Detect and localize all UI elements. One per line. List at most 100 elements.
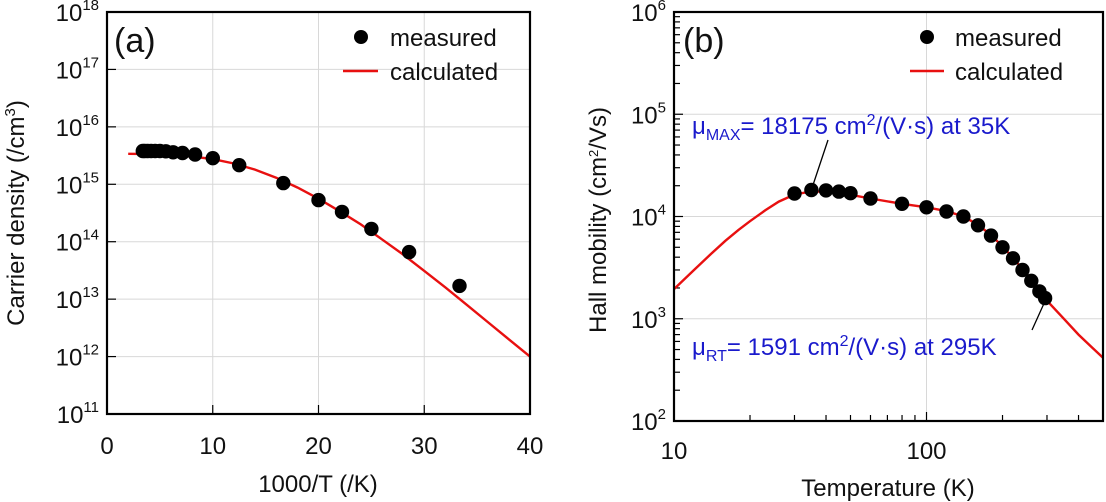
a-y-tick-base: 10 xyxy=(57,402,84,429)
b-annot-rt-value: = 1591 cm xyxy=(727,334,840,361)
a-y-tick-exponent: 15 xyxy=(82,169,99,186)
a-measured-point xyxy=(232,158,247,173)
a-measured-point xyxy=(334,204,350,220)
b-x-axis-title: Temperature (K) xyxy=(801,475,974,502)
a-tick-marks xyxy=(107,11,425,415)
b-annot-rt-subscript: RT xyxy=(706,348,727,365)
a-measured-point xyxy=(187,147,203,162)
b-measured-point xyxy=(818,183,834,198)
a-y-tick-label: 1018 xyxy=(56,0,99,27)
b-y-tick-exponent: 3 xyxy=(658,304,666,321)
b-measured-point xyxy=(804,182,819,198)
b-annotation-rt-leader xyxy=(1031,298,1047,331)
a-legend-marker xyxy=(354,30,368,44)
b-y-tick-exponent: 6 xyxy=(658,0,666,14)
a-y-tick-label: 1015 xyxy=(56,169,99,199)
a-x-tick-label: 30 xyxy=(411,433,438,460)
b-y-tick-label: 105 xyxy=(631,99,666,129)
a-y-tick-base: 10 xyxy=(56,57,83,84)
b-measured-point xyxy=(983,228,999,243)
a-legend-label-calculated: calculated xyxy=(390,59,498,86)
b-annot-max-subscript: MAX xyxy=(706,127,741,144)
b-x-tick-label: 100 xyxy=(906,438,946,465)
b-annotation-max-leader xyxy=(812,139,829,186)
b-y-axis-title: Hall mobility (cm2/Vs) xyxy=(585,107,612,333)
a-legend-label-measured: measured xyxy=(390,25,497,52)
a-y-axis-title: Carrier density (/cm3) xyxy=(2,100,30,326)
a-x-tick-label: 0 xyxy=(100,433,113,460)
b-y-tick-base: 10 xyxy=(631,409,658,436)
a-measured-point xyxy=(205,151,220,166)
a-y-tick-base: 10 xyxy=(56,345,83,372)
b-y-tick-label: 106 xyxy=(631,0,666,27)
b-y-tick-base: 10 xyxy=(631,102,658,129)
a-y-tick-exponent: 16 xyxy=(82,112,99,129)
b-annot-rt-sup: 2 xyxy=(840,333,849,350)
b-measured-point xyxy=(919,200,934,215)
b-measured-series xyxy=(787,182,1053,306)
a-y-title-base: Carrier density (/cm xyxy=(3,116,30,325)
a-y-tick-label: 1011 xyxy=(57,399,99,429)
a-y-tick-exponent: 18 xyxy=(82,0,99,14)
b-y-tick-label: 102 xyxy=(631,406,666,436)
a-y-tick-base: 10 xyxy=(56,0,83,27)
a-y-tick-base: 10 xyxy=(56,230,83,257)
b-legend-label-calculated: calculated xyxy=(955,59,1063,86)
b-y-title-sup: 2 xyxy=(586,150,601,157)
b-legend-marker xyxy=(920,30,934,44)
a-y-tick-label: 1012 xyxy=(56,342,99,372)
b-y-tick-base: 10 xyxy=(631,307,658,334)
b-annotation-rt: μRT= 1591 cm2/(V·s) at 295K xyxy=(692,298,1047,365)
b-measured-point xyxy=(894,196,910,211)
a-measured-point xyxy=(311,192,326,208)
a-y-tick-label: 1017 xyxy=(56,54,99,84)
a-measured-point xyxy=(175,145,190,161)
a-y-tick-label: 1013 xyxy=(56,284,99,314)
b-y-tick-label: 104 xyxy=(631,202,666,232)
b-annot-max-symbol: μ xyxy=(692,113,706,140)
b-measured-point xyxy=(939,204,954,219)
a-y-title-sup: 3 xyxy=(2,108,19,116)
b-legend-label-measured: measured xyxy=(955,25,1062,52)
b-y-tick-label: 103 xyxy=(631,304,666,334)
b-measured-point xyxy=(831,184,847,199)
a-x-axis-title: 1000/T (/K) xyxy=(258,471,378,498)
a-legend: measured calculated xyxy=(343,25,498,86)
a-y-tick-base: 10 xyxy=(56,172,83,199)
a-y-tick-exponent: 13 xyxy=(82,284,99,301)
b-measured-point xyxy=(863,191,878,206)
a-measured-point xyxy=(364,221,379,237)
a-y-tick-label: 1014 xyxy=(56,227,99,257)
b-panel-label: (b) xyxy=(683,22,725,60)
a-x-tick-label: 40 xyxy=(517,433,544,460)
a-y-tick-exponent: 12 xyxy=(82,342,99,359)
a-y-tick-label: 1016 xyxy=(56,112,99,142)
b-measured-point xyxy=(956,209,971,224)
b-measured-point xyxy=(843,186,858,201)
a-y-tick-exponent: 14 xyxy=(82,227,99,244)
b-x-tick-label: 10 xyxy=(661,438,688,465)
a-measured-series xyxy=(135,143,467,294)
a-gridlines xyxy=(107,12,530,414)
a-y-title-tail: ) xyxy=(3,100,30,108)
a-plot-frame xyxy=(105,10,532,416)
a-y-tick-exponent: 11 xyxy=(83,399,99,416)
b-y-tick-exponent: 4 xyxy=(658,202,666,219)
a-panel-label: (a) xyxy=(114,22,156,60)
b-annot-max-tail: /(V·s) at 35K xyxy=(876,113,1011,140)
a-y-tick-exponent: 17 xyxy=(82,54,99,71)
b-annotation-rt-text: μRT= 1591 cm2/(V·s) at 295K xyxy=(692,333,997,365)
b-y-tick-base: 10 xyxy=(631,0,658,27)
b-gridlines xyxy=(674,12,1103,421)
a-measured-point xyxy=(452,278,467,294)
b-annot-max-value: = 18175 cm xyxy=(741,113,867,140)
a-x-tick-label: 20 xyxy=(305,433,332,460)
b-measured-point xyxy=(1037,290,1053,306)
a-y-tick-base: 10 xyxy=(56,287,83,314)
b-y-tick-base: 10 xyxy=(631,205,658,232)
b-annot-max-sup: 2 xyxy=(867,112,876,129)
